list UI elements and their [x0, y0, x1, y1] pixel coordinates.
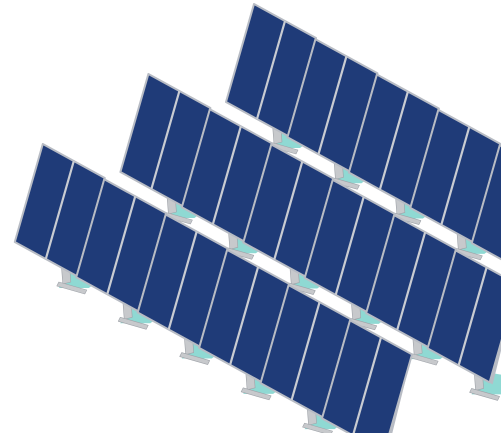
panel-cell-divider: [440, 126, 471, 226]
panel-cell-divider: [290, 301, 321, 401]
solar-panel: [321, 319, 413, 433]
panel-mount-foot: [117, 316, 149, 330]
panel-mount-foot: [240, 387, 272, 401]
panel-cell-divider: [352, 337, 383, 433]
panel-cell-divider: [229, 266, 260, 366]
solar-panel: [470, 144, 501, 261]
panel-mount-foot: [469, 388, 500, 401]
panel-cell-divider: [150, 90, 181, 190]
panel-cell-divider: [255, 20, 287, 120]
panel-mount-foot: [179, 352, 210, 365]
panel-cell-divider: [317, 55, 348, 155]
panel-cell-divider: [378, 91, 409, 190]
panel-cell-divider: [167, 231, 198, 330]
panel-cell-divider: [457, 267, 488, 366]
panel-mount-foot: [56, 281, 88, 295]
panel-cell-divider: [106, 195, 137, 295]
panel-cell-divider: [211, 125, 242, 225]
panel-cell-divider: [44, 160, 75, 260]
panel-cell-divider: [396, 231, 427, 331]
panel-cell-divider: [334, 196, 365, 296]
panel-cell-divider: [273, 161, 304, 260]
panel-mount-foot: [302, 422, 333, 433]
